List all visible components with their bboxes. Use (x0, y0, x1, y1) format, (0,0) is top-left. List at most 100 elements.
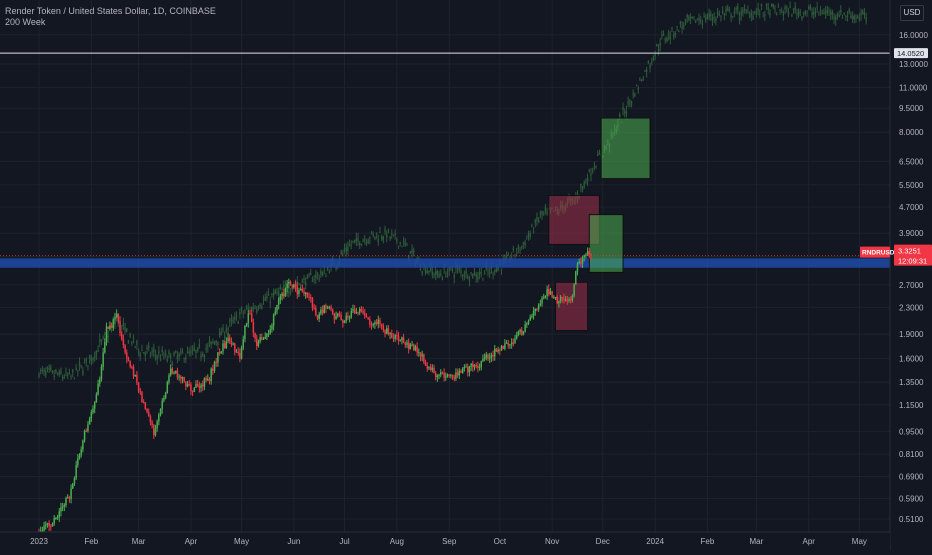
ghost-candle-body (541, 210, 543, 215)
ghost-candle-body (65, 372, 67, 374)
ghost-candle-body (419, 268, 422, 270)
ghost-candle-body (522, 242, 525, 245)
candle-body (532, 310, 535, 316)
ghost-candle-body (855, 17, 857, 19)
candle-body (83, 430, 86, 441)
candle-body (53, 518, 55, 524)
ghost-candle-body (321, 272, 324, 276)
candle-body (492, 354, 494, 357)
candle-body (208, 378, 211, 382)
ghost-candle-body (178, 353, 180, 358)
candle-body (223, 343, 226, 349)
ghost-candle-body (60, 370, 62, 374)
ghost-candle-body (234, 316, 236, 320)
chart-legend: Render Token / United States Dollar, 1D,… (5, 6, 216, 28)
ghost-candle-body (303, 278, 305, 281)
ghost-candle-body (254, 307, 256, 309)
ghost-candle-body (853, 15, 856, 20)
candle-body (222, 343, 224, 352)
ghost-candle-body (590, 173, 592, 176)
ghost-candle-body (752, 15, 754, 20)
candle-body (271, 325, 273, 330)
ghost-candle-body (355, 237, 358, 243)
candle-body (554, 297, 557, 299)
ghost-candle-body (107, 335, 109, 338)
ghost-candle-body (678, 31, 680, 33)
candle-body (237, 351, 239, 353)
ghost-candle-body (544, 207, 547, 212)
candle-body (154, 428, 157, 436)
ghost-candle-body (716, 11, 719, 15)
candle-body (166, 382, 169, 394)
ghost-candle-body (136, 340, 138, 345)
ghost-candle-body (161, 349, 163, 353)
candle-body (249, 313, 251, 315)
candle-body (416, 346, 418, 353)
candle-body (583, 254, 585, 257)
candle-body (468, 366, 471, 373)
price-tick-label: 1.1500 (899, 401, 924, 410)
ghost-candle-body (835, 16, 837, 21)
candle-body (186, 384, 189, 387)
ghost-candle-body (691, 16, 693, 18)
ghost-candle-body (743, 9, 746, 11)
candle-body (445, 376, 447, 378)
candle-body (331, 309, 334, 314)
ghost-candle-body (154, 354, 157, 356)
ghost-candle-body (244, 311, 246, 313)
candle-body (588, 251, 591, 255)
ghost-candle-body (801, 16, 803, 20)
ghost-candle-body (144, 352, 147, 356)
ghost-candle-body (249, 309, 251, 311)
ghost-candle-body (50, 366, 52, 370)
ghost-candle-body (475, 274, 477, 277)
ghost-candle-body (374, 236, 376, 240)
ghost-candle-body (102, 336, 104, 338)
candle-body (102, 352, 104, 367)
ghost-candle-body (745, 10, 747, 12)
candle-body (316, 315, 319, 319)
ghost-candle-body (207, 346, 209, 348)
ghost-candle-body (213, 341, 216, 345)
ghost-candle-body (80, 365, 82, 368)
candle-body (137, 382, 140, 392)
ghost-candle-body (313, 279, 315, 281)
candle-body (207, 378, 209, 381)
ghost-candle-body (693, 16, 695, 18)
candle-body (227, 337, 229, 342)
price-tick-label: 0.6900 (899, 473, 924, 482)
symbol-title[interactable]: Render Token / United States Dollar, 1D,… (5, 6, 216, 16)
ghost-candle-body (299, 284, 302, 287)
ghost-candle-body (627, 101, 629, 105)
ghost-candle-body (389, 236, 391, 239)
candle-body (370, 324, 373, 326)
ghost-candle-body (168, 351, 170, 354)
candle-body (569, 299, 572, 301)
ghost-candle-body (495, 268, 498, 273)
ghost-candle-body (664, 39, 666, 41)
ghost-candle-body (728, 9, 731, 11)
ghost-candle-body (269, 301, 271, 304)
currency-button[interactable]: USD (900, 5, 924, 21)
ghost-candle-body (705, 17, 707, 21)
ghost-candle-body (100, 340, 103, 342)
candle-body (404, 342, 407, 345)
candle-body (308, 296, 310, 298)
ghost-candle-body (266, 296, 268, 299)
ghost-candle-body (460, 270, 462, 274)
candle-body (245, 323, 248, 326)
ghost-candle-body (223, 335, 226, 339)
ghost-candle-body (232, 320, 234, 323)
ghost-candle-body (227, 327, 229, 330)
price-tick-label: 8.0000 (899, 128, 924, 137)
candle-body (144, 402, 147, 409)
candle-body (303, 291, 305, 294)
indicator-label[interactable]: 200 Week (5, 17, 46, 27)
ghost-candle-body (55, 369, 57, 373)
ghost-candle-body (191, 349, 194, 351)
ghost-candle-body (546, 211, 548, 214)
ghost-candle-body (802, 12, 805, 14)
ghost-candle-body (696, 19, 699, 21)
